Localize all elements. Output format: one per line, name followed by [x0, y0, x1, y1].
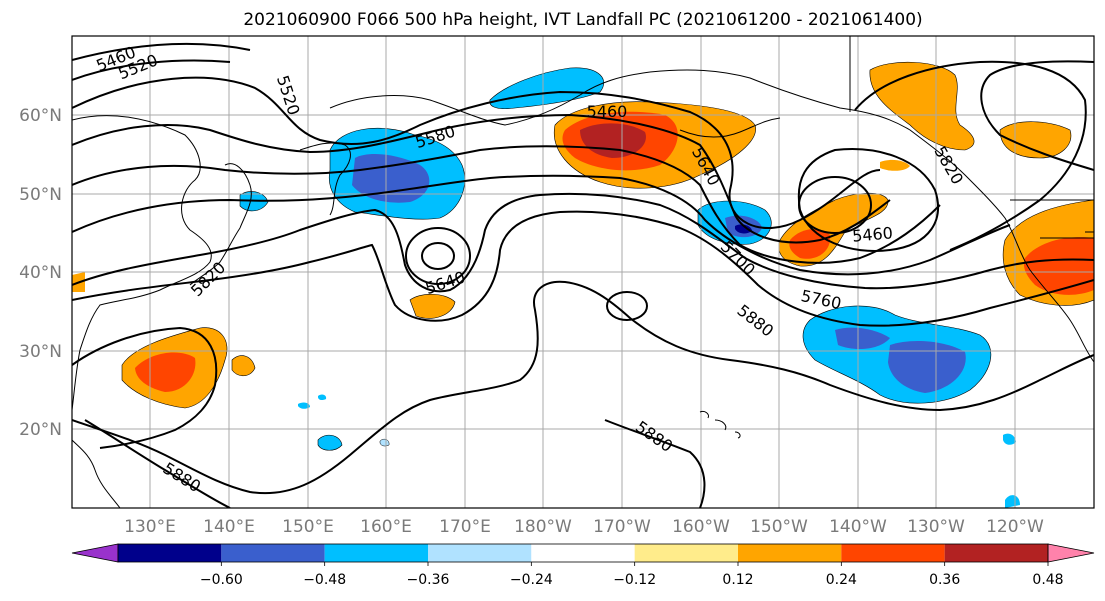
lat-label: 40°N — [19, 263, 62, 283]
colorbar-swatch — [634, 544, 738, 562]
contour-line — [84, 419, 231, 508]
colorbar-tick-label: 0.36 — [929, 572, 960, 588]
ivt-negative-region — [379, 438, 390, 447]
figure-title: 2021060900 F066 500 hPa height, IVT Land… — [243, 10, 922, 30]
coastlines — [72, 36, 1094, 508]
lat-label: 30°N — [19, 342, 62, 362]
colorbar-swatch — [324, 544, 428, 562]
ivt-negative-region — [489, 67, 605, 110]
lat-label: 20°N — [19, 420, 62, 440]
contour-line — [72, 76, 881, 230]
colorbar-swatch — [531, 544, 635, 562]
colorbar-extend-high — [1047, 543, 1095, 563]
lon-label: 170°W — [593, 517, 651, 537]
ivt-negative-region — [1003, 433, 1016, 445]
ivt-shading — [72, 61, 1094, 508]
ivt-negative-core — [888, 340, 966, 393]
gridlines — [72, 36, 1094, 508]
map-frame — [71, 35, 1095, 509]
colorbar-tick-label: −0.24 — [510, 572, 553, 588]
ivt-positive-region — [231, 355, 256, 377]
colorbar-swatch — [738, 544, 842, 562]
colorbar-swatch — [944, 544, 1048, 562]
lat-label: 60°N — [19, 106, 62, 126]
contour-line — [604, 419, 706, 508]
lon-label: 130°W — [907, 517, 965, 537]
contour-line — [72, 59, 231, 81]
ivt-negative-region — [1005, 495, 1020, 508]
contour-label: 5460 — [587, 102, 628, 121]
ivt-negative-region — [317, 434, 343, 451]
lat-label: 50°N — [19, 185, 62, 205]
ivt-positive-core — [580, 123, 646, 158]
colorbar-tick-label: 0.48 — [1032, 572, 1063, 588]
contour-line — [606, 291, 648, 321]
lon-label: 160°E — [360, 517, 412, 537]
colorbar-extend-low — [71, 543, 119, 563]
contour-line — [854, 60, 1087, 251]
colorbar-tick-label: −0.60 — [200, 572, 243, 588]
colorbar: −0.60 −0.48 −0.36 −0.24 −0.12 0.12 0.24 0.36 0.4… — [71, 543, 1095, 588]
ivt-negative-core — [735, 224, 752, 234]
colorbar-tick-label: 0.12 — [722, 572, 753, 588]
lon-label: 180°W — [514, 517, 572, 537]
lon-label: 130°E — [124, 517, 176, 537]
contour-line — [797, 148, 939, 252]
contour-line — [72, 43, 251, 61]
map-area: 5460 5520 5520 5580 5460 5640 5820 5640 … — [72, 36, 1094, 508]
latitude-labels: 60°N 50°N 40°N 30°N 20°N — [19, 106, 62, 440]
lon-label: 150°W — [750, 517, 808, 537]
colorbar-tick-label: −0.12 — [613, 572, 656, 588]
longitude-labels: 130°E 140°E 150°E 160°E 170°E 180°W 170°W 160°W… — [124, 517, 1044, 537]
ivt-negative-region — [298, 402, 310, 409]
lon-label: 170°E — [439, 517, 491, 537]
contour-line — [72, 113, 891, 244]
colorbar-swatch — [221, 544, 325, 562]
lon-label: 140°W — [829, 517, 887, 537]
ivt-negative-core — [835, 327, 890, 350]
lon-label: 120°W — [986, 517, 1044, 537]
contour-line — [72, 192, 1094, 293]
lon-label: 160°W — [672, 517, 730, 537]
ivt-positive-region — [880, 159, 910, 171]
contour-line — [405, 227, 471, 285]
colorbar-frame — [117, 543, 1049, 563]
ivt-positive-region — [999, 121, 1072, 159]
ivt-negative-region — [318, 394, 327, 401]
contour-line — [72, 326, 218, 449]
contour-line — [980, 60, 1094, 171]
colorbar-swatch — [428, 544, 532, 562]
colorbar-tick-label: −0.36 — [407, 572, 450, 588]
ivt-positive-region — [409, 293, 456, 319]
contour-line — [421, 242, 455, 270]
contour-label: 5460 — [851, 223, 893, 245]
contour-line — [72, 174, 1011, 276]
lon-label: 140°E — [203, 517, 255, 537]
lon-label: 150°E — [282, 517, 334, 537]
colorbar-swatch — [841, 544, 945, 562]
ivt-positive-core — [1023, 237, 1094, 295]
contour-line — [72, 280, 1094, 495]
height-contours — [72, 43, 1094, 508]
colorbar-tick-label: 0.24 — [826, 572, 857, 588]
colorbar-tick-label: −0.48 — [303, 572, 346, 588]
contour-line — [72, 210, 1094, 327]
contour-line — [72, 145, 941, 264]
ivt-negative-core — [352, 154, 430, 203]
colorbar-swatch — [118, 544, 222, 562]
